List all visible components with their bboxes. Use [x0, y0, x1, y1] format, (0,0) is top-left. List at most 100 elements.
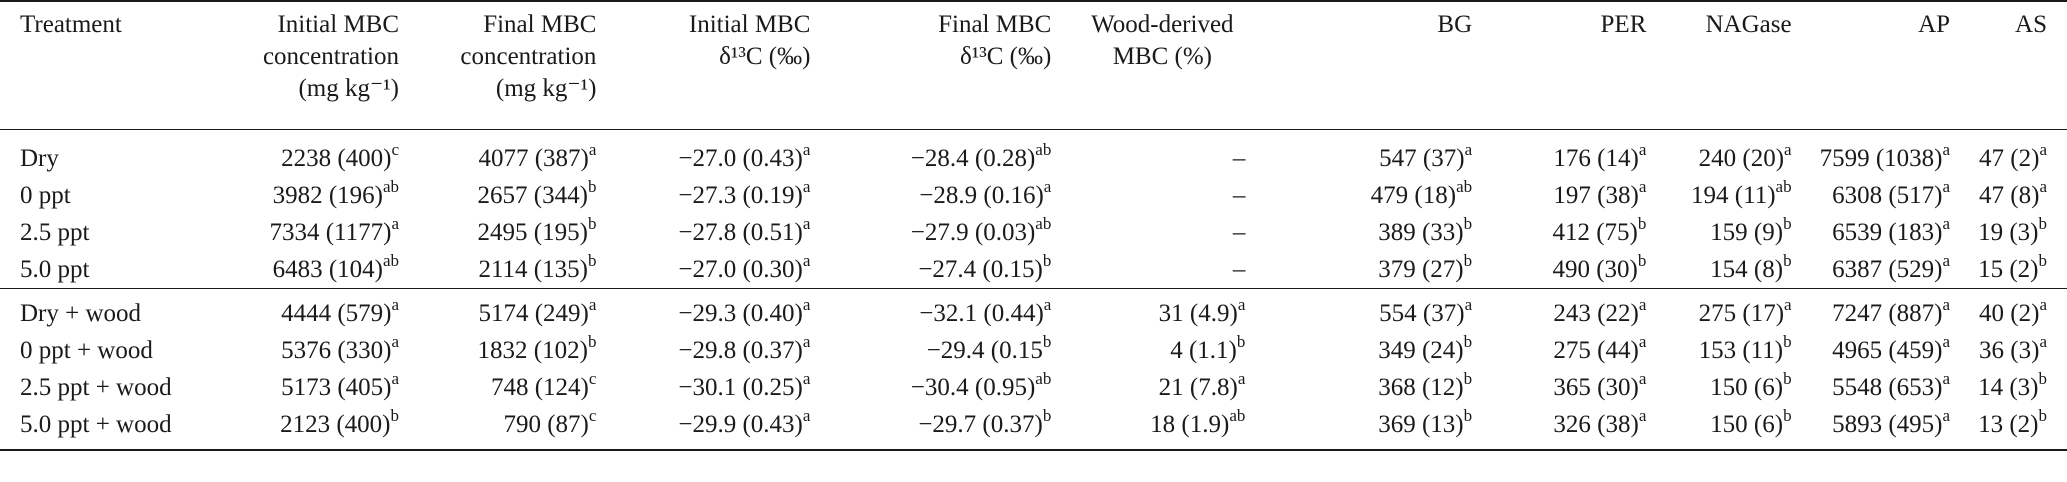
- header-line: Final MBC: [938, 11, 1052, 38]
- significance-letter: a: [802, 176, 811, 196]
- significance-letter: a: [1464, 294, 1473, 314]
- value-cell: 326 (38)a: [1486, 405, 1661, 451]
- cell-value: 21 (7.8): [1158, 374, 1238, 401]
- cell-value: 6387 (529): [1832, 256, 1943, 283]
- cell-value: 368 (12): [1378, 374, 1464, 401]
- cell-value: 197 (38): [1553, 182, 1639, 209]
- significance-letter: b: [1783, 250, 1792, 270]
- cell-value: −28.4 (0.28): [910, 145, 1036, 172]
- significance-letter: b: [587, 250, 597, 270]
- significance-letter: a: [391, 368, 400, 388]
- significance-letter: a: [1638, 405, 1647, 425]
- cell-value: −27.4 (0.15): [918, 256, 1043, 283]
- header-line: Wood-derived: [1091, 11, 1234, 38]
- value-cell: 176 (14)a: [1486, 129, 1661, 177]
- cell-value: 2123 (400): [280, 411, 391, 438]
- cell-value: −29.8 (0.37): [678, 337, 803, 364]
- value-cell: −29.3 (0.40)a: [610, 288, 825, 332]
- value-cell: −32.1 (0.44)a: [824, 288, 1066, 332]
- cell-value: 18 (1.9): [1150, 411, 1230, 438]
- header-bg: BG: [1259, 2, 1486, 130]
- significance-letter: a: [802, 213, 811, 233]
- significance-letter: b: [2038, 368, 2048, 388]
- cell-value: −32.1 (0.44): [919, 300, 1044, 327]
- value-cell: −27.9 (0.03)ab: [824, 214, 1065, 251]
- value-cell: 4965 (459)a: [1806, 332, 1964, 369]
- significance-letter: ab: [1456, 176, 1473, 196]
- significance-letter: a: [588, 294, 597, 314]
- significance-letter: ab: [382, 176, 400, 196]
- cell-value: 40 (2): [1979, 300, 2040, 327]
- significance-letter: a: [2039, 294, 2047, 314]
- header-as: AS: [1964, 2, 2067, 130]
- significance-letter: ab: [1035, 213, 1052, 233]
- significance-letter: a: [1942, 331, 1951, 351]
- cell-value: 0 ppt: [20, 182, 71, 209]
- value-cell: 240 (20)a: [1660, 129, 1806, 177]
- value-cell: −27.3 (0.19)a: [610, 177, 824, 214]
- value-cell: 7247 (887)a: [1805, 288, 1965, 332]
- value-cell: 2495 (195)b: [413, 214, 610, 251]
- value-cell: 5173 (405)a: [186, 369, 413, 406]
- cell-value: 2.5 ppt: [20, 219, 90, 246]
- cell-value: 19 (3): [1978, 219, 2039, 246]
- cell-value: 490 (30): [1552, 256, 1638, 283]
- treatment-cell: 5.0 ppt: [0, 251, 186, 289]
- significance-letter: a: [802, 405, 811, 425]
- value-cell: 389 (33)b: [1259, 214, 1486, 251]
- value-cell: 490 (30)b: [1486, 251, 1660, 289]
- cell-value: −29.9 (0.43): [678, 411, 803, 438]
- significance-letter: b: [1637, 213, 1647, 233]
- cell-value: 547 (37): [1379, 145, 1465, 172]
- cell-value: 379 (27): [1378, 256, 1464, 283]
- treatment-cell: Dry: [0, 129, 186, 177]
- cell-value: −29.3 (0.40): [678, 300, 803, 327]
- significance-letter: ab: [1035, 368, 1052, 388]
- value-cell: 243 (22)a: [1486, 288, 1661, 332]
- header-line: Initial MBC: [688, 11, 811, 38]
- significance-letter: a: [802, 294, 811, 314]
- table-row: 0 ppt + wood 5376 (330)a 1832 (102)b −29.8 …: [0, 332, 2067, 369]
- significance-letter: b: [587, 176, 597, 196]
- header-line: Final MBC: [483, 11, 597, 38]
- significance-letter: b: [1463, 405, 1473, 425]
- cell-value: 748 (124): [490, 374, 589, 401]
- cell-value: –: [1232, 182, 1246, 209]
- cell-value: 5893 (495): [1832, 411, 1943, 438]
- cell-value: 275 (17): [1698, 300, 1785, 327]
- cell-value: 2495 (195): [477, 219, 588, 246]
- value-cell: 197 (38)a: [1486, 177, 1660, 214]
- cell-value: 5173 (405): [281, 374, 392, 401]
- header-wood-derived-mbc: Wood-derived MBC (%): [1065, 2, 1259, 130]
- value-cell: 2123 (400)b: [185, 406, 414, 451]
- header-line: δ¹³C (‰): [959, 43, 1052, 70]
- cell-value: −27.9 (0.03): [910, 219, 1036, 246]
- value-cell: 4444 (579)a: [185, 288, 414, 332]
- table-header: Treatment Initial MBC concentration (mg …: [0, 0, 2067, 130]
- cell-value: 2238 (400): [281, 145, 392, 172]
- cell-value: 1832 (102): [477, 337, 588, 364]
- significance-letter: a: [1784, 139, 1792, 159]
- value-cell: −28.4 (0.28)ab: [824, 129, 1066, 177]
- significance-letter: a: [391, 331, 400, 351]
- significance-letter: ab: [382, 250, 400, 270]
- cell-value: 5.0 ppt + wood: [20, 411, 172, 438]
- significance-letter: a: [802, 368, 811, 388]
- value-cell: 5376 (330)a: [186, 332, 413, 369]
- cell-value: 349 (24): [1378, 337, 1464, 364]
- cell-value: 0 ppt + wood: [20, 337, 153, 364]
- significance-letter: b: [587, 331, 597, 351]
- header-initial-mbc-d13c: Initial MBC δ¹³C (‰): [610, 2, 824, 130]
- cell-value: 15 (2): [1978, 256, 2039, 283]
- value-cell: 349 (24)b: [1259, 332, 1486, 369]
- significance-letter: a: [802, 250, 811, 270]
- cell-value: 154 (8): [1710, 256, 1784, 283]
- cell-value: −30.4 (0.95): [910, 374, 1036, 401]
- header-line: concentration: [262, 43, 400, 70]
- value-cell: 6387 (529)a: [1806, 251, 1964, 289]
- significance-letter: b: [1463, 213, 1473, 233]
- value-cell: 4 (1.1)b: [1065, 332, 1259, 369]
- header-row: Treatment Initial MBC concentration (mg …: [0, 2, 2067, 130]
- significance-letter: c: [588, 405, 597, 425]
- significance-letter: a: [1638, 294, 1647, 314]
